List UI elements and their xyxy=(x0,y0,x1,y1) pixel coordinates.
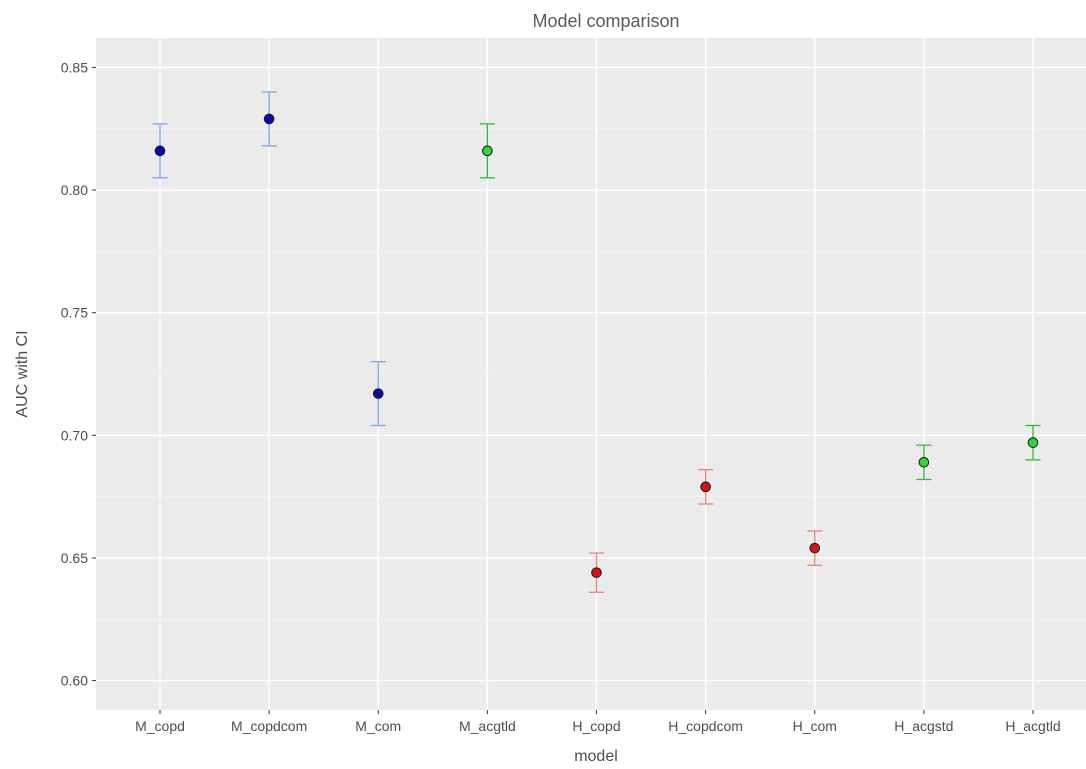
x-tick-label: M_copd xyxy=(135,718,185,734)
x-tick-label: H_acgstd xyxy=(894,718,953,734)
y-tick-label: 0.75 xyxy=(61,305,88,321)
chart-title: Model comparison xyxy=(532,11,679,31)
data-point xyxy=(154,145,166,157)
y-axis-ticks: 0.60 0.65 0.70 0.75 0.80 0.85 xyxy=(61,59,96,689)
x-tick-label: H_acgtld xyxy=(1005,718,1060,734)
x-axis-ticks: M_copd M_copdcom M_com M_acgtld H_copd H_copd… xyxy=(135,710,1061,734)
data-point xyxy=(918,456,930,468)
data-point xyxy=(372,388,384,399)
error-bars xyxy=(152,91,1041,593)
x-tick-label: M_com xyxy=(355,718,401,734)
data-point xyxy=(1027,437,1039,448)
data-point xyxy=(482,145,493,157)
y-tick-label: 0.60 xyxy=(61,673,88,689)
minor-gridlines xyxy=(96,128,1086,620)
y-tick-label: 0.80 xyxy=(61,182,88,198)
x-axis-title: model xyxy=(574,748,618,764)
data-points xyxy=(154,113,1039,578)
data-point xyxy=(263,113,275,125)
data-point xyxy=(809,542,821,554)
x-tick-label: M_copdcom xyxy=(231,718,307,734)
x-tick-label: H_copdcom xyxy=(668,718,743,734)
data-point xyxy=(591,567,602,578)
y-tick-label: 0.70 xyxy=(61,427,88,443)
y-axis-title: AUC with CI xyxy=(14,330,31,417)
major-gridlines xyxy=(96,38,1086,710)
x-tick-label: H_com xyxy=(793,718,837,734)
x-tick-label: M_acgtld xyxy=(459,718,516,734)
data-point xyxy=(700,481,711,493)
y-tick-label: 0.65 xyxy=(61,550,88,566)
x-tick-label: H_copd xyxy=(572,718,620,734)
y-tick-label: 0.85 xyxy=(61,59,88,75)
